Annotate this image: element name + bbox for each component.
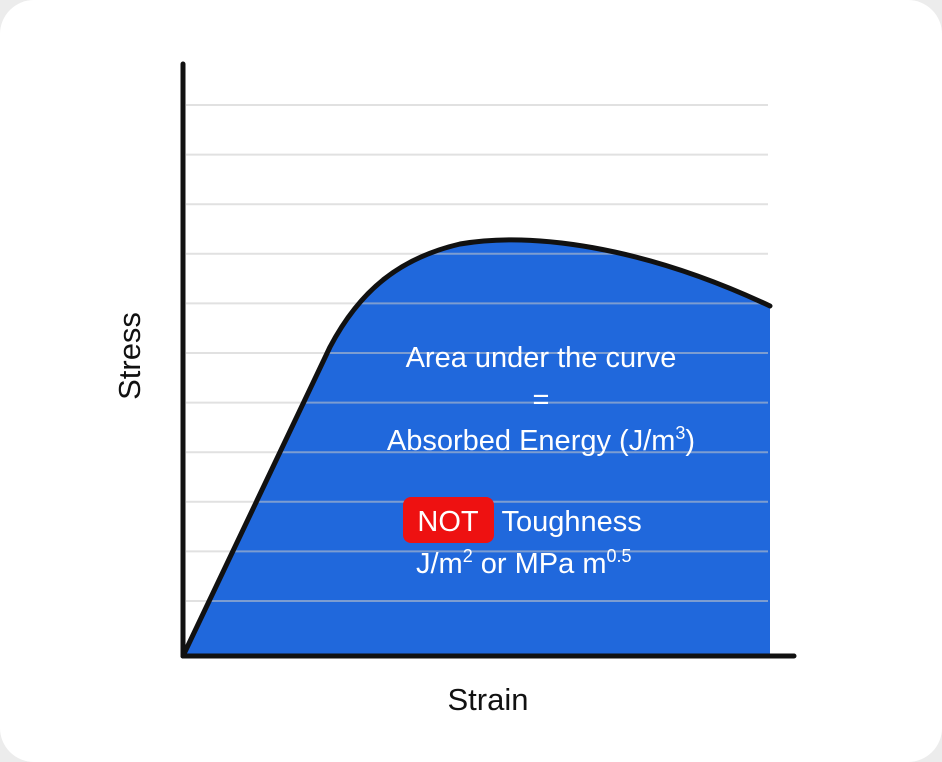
units-jm: J/m — [416, 548, 463, 580]
not-badge — [403, 497, 494, 543]
annotation-line-5: J/m2 or MPa m0.5 — [416, 546, 632, 580]
annotation-line-3: Absorbed Energy (J/m3) — [387, 423, 695, 457]
annotation-equals: = — [533, 384, 550, 416]
stress-strain-curve — [180, 237, 773, 659]
x-axis-label: Strain — [448, 682, 529, 717]
absorbed-energy-text: Absorbed Energy (J/m — [387, 425, 676, 457]
y-axis-label: Stress — [112, 312, 147, 400]
units-mpa-sup: 0.5 — [606, 546, 631, 566]
absorbed-energy-sup: 3 — [675, 423, 685, 443]
annotation-line-1: Area under the curve — [406, 342, 677, 374]
units-jm-sup: 2 — [463, 546, 473, 566]
not-badge-text: NOT — [417, 506, 479, 538]
absorbed-energy-close: ) — [685, 425, 695, 457]
toughness-text: Toughness — [494, 506, 642, 538]
units-mpa: or MPa m — [473, 548, 607, 580]
